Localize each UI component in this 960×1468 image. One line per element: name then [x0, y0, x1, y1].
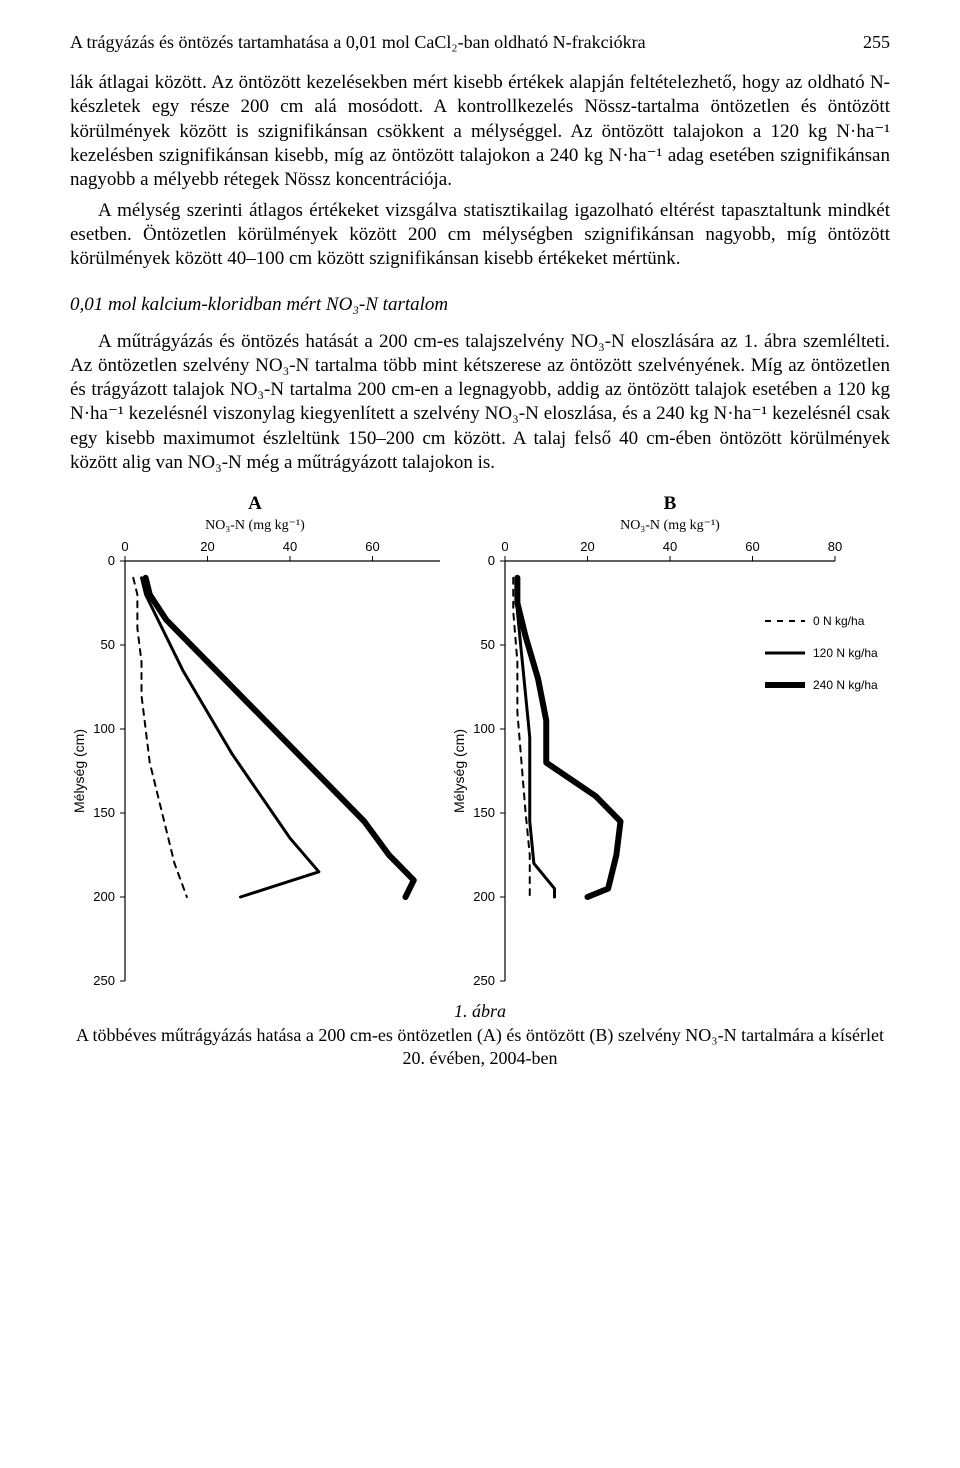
running-header: A trágyázás és öntözés tartamhatása a 0,… [70, 32, 890, 53]
paragraph-2: A mélység szerinti átlagos értékeket viz… [70, 199, 890, 272]
page-number: 255 [863, 32, 890, 53]
svg-text:200: 200 [93, 889, 115, 904]
section-heading: 0,01 mol kalcium-kloridban mért NO₃-N ta… [70, 294, 890, 316]
svg-text:250: 250 [93, 973, 115, 986]
svg-text:20: 20 [580, 539, 594, 554]
chart-b-column: B NO₃-N (mg kg⁻¹) 0 20 40 60 80 0 50 100 150 200 2… [450, 493, 890, 986]
svg-text:250: 250 [473, 973, 495, 986]
figure-caption-text: A többéves műtrágyázás hatása a 200 cm-e… [70, 1024, 890, 1071]
figure-caption: 1. ábra A többéves műtrágyázás hatása a … [70, 1000, 890, 1070]
svg-text:40: 40 [283, 539, 297, 554]
svg-text:20: 20 [200, 539, 214, 554]
svg-text:60: 60 [365, 539, 379, 554]
svg-text:100: 100 [473, 721, 495, 736]
svg-text:150: 150 [473, 805, 495, 820]
chart-b-letter: B [664, 493, 677, 515]
svg-text:Mélység (cm): Mélység (cm) [451, 729, 467, 813]
svg-text:0: 0 [488, 553, 495, 568]
svg-text:50: 50 [101, 637, 115, 652]
svg-text:0: 0 [108, 553, 115, 568]
chart-a-letter: A [248, 493, 262, 515]
svg-text:0: 0 [121, 539, 128, 554]
paragraph-3: A műtrágyázás és öntözés hatását a 200 c… [70, 330, 890, 476]
svg-text:60: 60 [745, 539, 759, 554]
chart-a-xaxis-title: NO₃-N (mg kg⁻¹) [205, 517, 305, 534]
svg-text:0: 0 [501, 539, 508, 554]
figure-number: 1. ábra [70, 1000, 890, 1023]
svg-text:240 N kg/ha: 240 N kg/ha [813, 678, 878, 692]
svg-text:150: 150 [93, 805, 115, 820]
chart-b-svg: 0 20 40 60 80 0 50 100 150 200 250 Mélység (cm) 0 N … [450, 536, 890, 986]
svg-text:80: 80 [828, 539, 842, 554]
paragraph-1: lák átlagai között. Az öntözött kezelése… [70, 71, 890, 193]
svg-text:50: 50 [481, 637, 495, 652]
figure-row: A NO₃-N (mg kg⁻¹) 0204060800501001502002… [70, 493, 890, 986]
chart-b-xaxis-title: NO₃-N (mg kg⁻¹) [620, 517, 720, 534]
svg-text:40: 40 [663, 539, 677, 554]
chart-a-column: A NO₃-N (mg kg⁻¹) 0204060800501001502002… [70, 493, 440, 986]
chart-a-svg: 020406080050100150200250Mélység (cm) [70, 536, 440, 986]
svg-text:0 N kg/ha: 0 N kg/ha [813, 614, 865, 628]
svg-text:120 N kg/ha: 120 N kg/ha [813, 646, 878, 660]
running-title: A trágyázás és öntözés tartamhatása a 0,… [70, 32, 646, 53]
svg-text:100: 100 [93, 721, 115, 736]
svg-text:Mélység (cm): Mélység (cm) [71, 729, 87, 813]
svg-text:200: 200 [473, 889, 495, 904]
